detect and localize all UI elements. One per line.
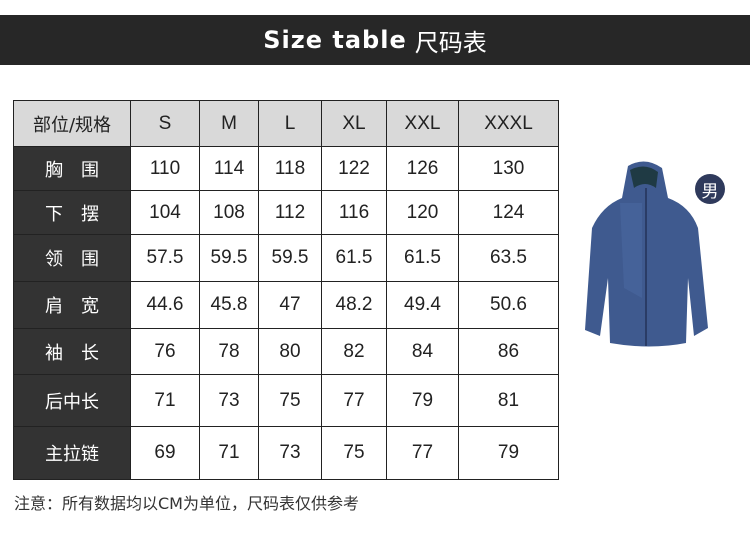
size-value: 112 [258, 190, 322, 235]
size-value: 49.4 [386, 281, 459, 329]
size-value: 63.5 [458, 234, 559, 282]
size-table: 部位/规格 S M L XL XXL XXXL 胸 围 110 114 118 122 126 130 下 … [13, 100, 559, 480]
size-value: 57.5 [130, 234, 200, 282]
size-value: 59.5 [258, 234, 322, 282]
size-value: 80 [258, 328, 322, 375]
size-value: 73 [258, 426, 322, 480]
row-label: 主拉链 [13, 426, 131, 480]
row-label: 肩 宽 [13, 281, 131, 329]
header-cell: XXXL [458, 100, 559, 147]
table-row: 袖 长 76 78 80 82 84 86 [13, 328, 559, 375]
header-cell: XXL [386, 100, 459, 147]
header-cell: S [130, 100, 200, 147]
row-label: 下 摆 [13, 190, 131, 235]
row-label: 后中长 [13, 374, 131, 427]
size-value: 104 [130, 190, 200, 235]
row-label: 袖 长 [13, 328, 131, 375]
table-row: 主拉链 69 71 73 75 77 79 [13, 426, 559, 480]
header-cell: XL [321, 100, 387, 147]
size-value: 124 [458, 190, 559, 235]
size-value: 79 [386, 374, 459, 427]
row-label: 胸 围 [13, 146, 131, 191]
title-en: Size table [263, 26, 407, 54]
size-value: 77 [321, 374, 387, 427]
size-value: 126 [386, 146, 459, 191]
size-value: 75 [321, 426, 387, 480]
header-cell: M [199, 100, 259, 147]
size-value: 116 [321, 190, 387, 235]
table-header-row: 部位/规格 S M L XL XXL XXXL [13, 100, 559, 147]
size-value: 71 [130, 374, 200, 427]
table-row: 下 摆 104 108 112 116 120 124 [13, 190, 559, 235]
size-value: 50.6 [458, 281, 559, 329]
size-value: 71 [199, 426, 259, 480]
size-value: 75 [258, 374, 322, 427]
size-value: 122 [321, 146, 387, 191]
table-row: 肩 宽 44.6 45.8 47 48.2 49.4 50.6 [13, 281, 559, 329]
size-value: 81 [458, 374, 559, 427]
size-note: 注意：所有数据均以CM为单位，尺码表仅供参考 [14, 494, 359, 513]
size-value: 61.5 [321, 234, 387, 282]
table-row: 胸 围 110 114 118 122 126 130 [13, 146, 559, 191]
size-value: 130 [458, 146, 559, 191]
size-value: 82 [321, 328, 387, 375]
size-value: 76 [130, 328, 200, 375]
size-value: 120 [386, 190, 459, 235]
size-value: 44.6 [130, 281, 200, 329]
size-value: 59.5 [199, 234, 259, 282]
size-value: 48.2 [321, 281, 387, 329]
header-cell: L [258, 100, 322, 147]
header-cell: 部位/规格 [13, 100, 131, 147]
size-value: 84 [386, 328, 459, 375]
size-value: 69 [130, 426, 200, 480]
size-value: 47 [258, 281, 322, 329]
size-value: 73 [199, 374, 259, 427]
size-value: 78 [199, 328, 259, 375]
size-value: 86 [458, 328, 559, 375]
size-value: 77 [386, 426, 459, 480]
size-value: 79 [458, 426, 559, 480]
table-row: 领 围 57.5 59.5 59.5 61.5 61.5 63.5 [13, 234, 559, 282]
title-banner: Size table 尺码表 [0, 15, 750, 65]
size-value: 108 [199, 190, 259, 235]
title-zh: 尺码表 [414, 28, 487, 57]
gender-badge: 男 [695, 174, 725, 204]
table-row: 后中长 71 73 75 77 79 81 [13, 374, 559, 427]
row-label: 领 围 [13, 234, 131, 282]
size-value: 118 [258, 146, 322, 191]
size-value: 61.5 [386, 234, 459, 282]
size-value: 110 [130, 146, 200, 191]
jacket-image [585, 161, 708, 347]
size-value: 114 [199, 146, 259, 191]
size-value: 45.8 [199, 281, 259, 329]
